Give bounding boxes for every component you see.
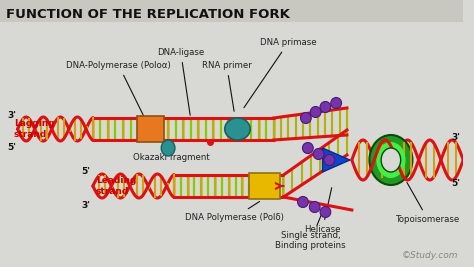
Text: Okazaki fragment: Okazaki fragment — [133, 153, 210, 162]
FancyBboxPatch shape — [249, 173, 281, 199]
Circle shape — [301, 112, 311, 124]
Text: 5': 5' — [82, 167, 91, 176]
Text: Topoisomerase: Topoisomerase — [396, 182, 460, 224]
Text: 5': 5' — [451, 179, 460, 187]
Ellipse shape — [225, 118, 250, 140]
Polygon shape — [322, 148, 350, 172]
Ellipse shape — [376, 142, 406, 178]
FancyBboxPatch shape — [0, 0, 463, 22]
Text: DNA-Polymerase (Poloα): DNA-Polymerase (Poloα) — [66, 61, 171, 116]
Text: 5': 5' — [7, 143, 16, 152]
Circle shape — [324, 155, 335, 166]
Text: FUNCTION OF THE REPLICATION FORK: FUNCTION OF THE REPLICATION FORK — [6, 7, 290, 21]
Text: Single strand,
Binding proteins: Single strand, Binding proteins — [275, 215, 346, 250]
Text: 3': 3' — [82, 201, 91, 210]
Text: 3': 3' — [7, 112, 16, 120]
Text: DNA Polymerase (Polδ): DNA Polymerase (Polδ) — [185, 202, 284, 222]
Text: Helicase: Helicase — [304, 188, 341, 234]
Circle shape — [313, 148, 324, 159]
Ellipse shape — [381, 148, 401, 172]
Circle shape — [331, 97, 342, 108]
Circle shape — [310, 202, 320, 213]
Circle shape — [298, 197, 308, 207]
Circle shape — [320, 206, 331, 218]
Text: DNA-ligase: DNA-ligase — [157, 48, 204, 115]
Circle shape — [302, 143, 313, 154]
Ellipse shape — [161, 140, 175, 156]
Circle shape — [320, 101, 331, 112]
FancyBboxPatch shape — [137, 116, 164, 142]
Text: ©Study.com: ©Study.com — [402, 250, 458, 260]
Ellipse shape — [369, 135, 412, 185]
Circle shape — [310, 107, 321, 117]
Text: DNA primase: DNA primase — [244, 38, 317, 108]
Text: RNA primer: RNA primer — [202, 61, 252, 111]
Text: Leading
strand: Leading strand — [96, 176, 136, 196]
Text: 3': 3' — [451, 134, 460, 143]
Text: Lagging
strand: Lagging strand — [14, 119, 55, 139]
